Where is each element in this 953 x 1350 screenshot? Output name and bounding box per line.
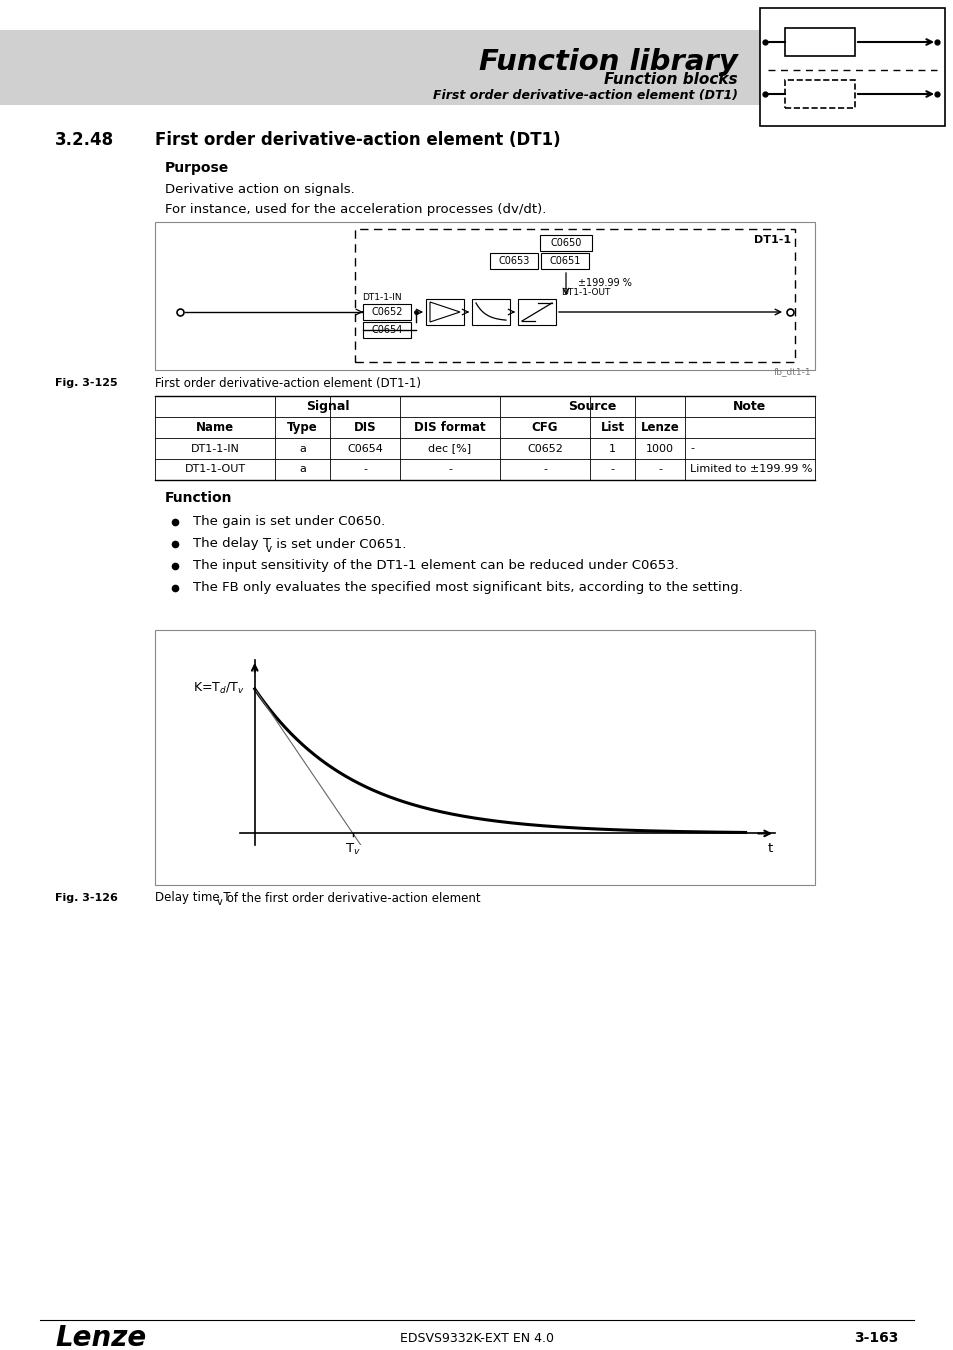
Text: Purpose: Purpose [165,161,229,176]
Bar [363,323,411,338]
Text: The gain is set under C0650.: The gain is set under C0650. [193,516,385,528]
Text: DT1-1-IN: DT1-1-IN [361,293,401,302]
Text: Lenze: Lenze [640,421,679,433]
Bar [472,298,510,325]
Text: Type: Type [287,421,317,433]
Text: For instance, used for the acceleration processes (dv/dt).: For instance, used for the acceleration … [165,204,546,216]
Bar [517,298,556,325]
Text: -: - [689,444,693,454]
Text: Function library: Function library [478,49,738,76]
Bar [784,28,854,55]
Text: a: a [298,464,306,474]
Text: DT1-1: DT1-1 [753,235,790,244]
Text: Lenze: Lenze [55,1324,146,1350]
Text: 3.2.48: 3.2.48 [55,131,114,148]
Text: First order derivative-action element (DT1): First order derivative-action element (D… [154,131,560,148]
Text: The delay T: The delay T [193,537,271,551]
Text: CFG: CFG [531,421,558,433]
Text: C0651: C0651 [549,256,580,266]
Text: a: a [298,444,306,454]
Text: of the first order derivative-action element: of the first order derivative-action ele… [223,891,480,904]
Text: K=T$_d$/T$_v$: K=T$_d$/T$_v$ [193,682,245,697]
Bar [539,235,592,251]
Bar [154,630,814,886]
Text: is set under C0651.: is set under C0651. [272,537,406,551]
Text: Function blocks: Function blocks [604,73,738,88]
Bar [0,30,760,105]
Text: Name: Name [195,421,233,433]
Text: Limited to ±199.99 %: Limited to ±199.99 % [689,464,812,474]
Text: Source: Source [568,400,616,413]
Text: Note: Note [733,400,766,413]
Text: -: - [610,464,614,474]
Text: -: - [658,464,661,474]
Text: DT1-1-OUT: DT1-1-OUT [560,288,610,297]
Bar [490,252,537,269]
Text: DT1-1-IN: DT1-1-IN [191,444,239,454]
Text: Signal: Signal [305,400,349,413]
Text: EDSVS9332K-EXT EN 4.0: EDSVS9332K-EXT EN 4.0 [399,1331,554,1345]
Bar [426,298,463,325]
Text: C0652: C0652 [526,444,562,454]
Text: Delay time T: Delay time T [154,891,231,904]
Text: v: v [216,896,222,907]
Text: -: - [448,464,452,474]
Text: dec [%]: dec [%] [428,444,471,454]
Text: 1000: 1000 [645,444,673,454]
Text: C0650: C0650 [550,238,581,248]
Text: First order derivative-action element (DT1-1): First order derivative-action element (D… [154,377,420,390]
Text: fb_dt1-1: fb_dt1-1 [773,367,810,377]
Text: C0652: C0652 [371,306,402,317]
Bar [540,252,588,269]
Text: DT1-1-OUT: DT1-1-OUT [184,464,245,474]
Text: -: - [542,464,546,474]
Text: 1: 1 [608,444,616,454]
Text: T$_v$: T$_v$ [345,842,360,857]
Text: Fig. 3-125: Fig. 3-125 [55,378,117,387]
Text: ±199.99 %: ±199.99 % [578,278,631,288]
Bar [760,8,944,126]
Text: C0653: C0653 [497,256,529,266]
Text: The input sensitivity of the DT1-1 element can be reduced under C0653.: The input sensitivity of the DT1-1 eleme… [193,559,679,572]
Text: First order derivative-action element (DT1): First order derivative-action element (D… [433,89,738,101]
Bar [784,80,854,108]
Text: The FB only evaluates the specified most significant bits, according to the sett: The FB only evaluates the specified most… [193,582,742,594]
Text: DIS format: DIS format [414,421,485,433]
Text: C0654: C0654 [347,444,382,454]
Text: Derivative action on signals.: Derivative action on signals. [165,184,355,197]
Bar [355,230,794,362]
Text: v: v [266,544,272,554]
Text: C0654: C0654 [371,325,402,335]
Text: -: - [363,464,367,474]
Text: DIS: DIS [354,421,375,433]
Text: Function: Function [165,491,233,505]
Bar [363,304,411,320]
Text: Fig. 3-126: Fig. 3-126 [55,892,118,903]
Bar [154,221,814,370]
Text: List: List [599,421,624,433]
Text: t: t [766,842,772,855]
Text: 3-163: 3-163 [854,1331,898,1345]
